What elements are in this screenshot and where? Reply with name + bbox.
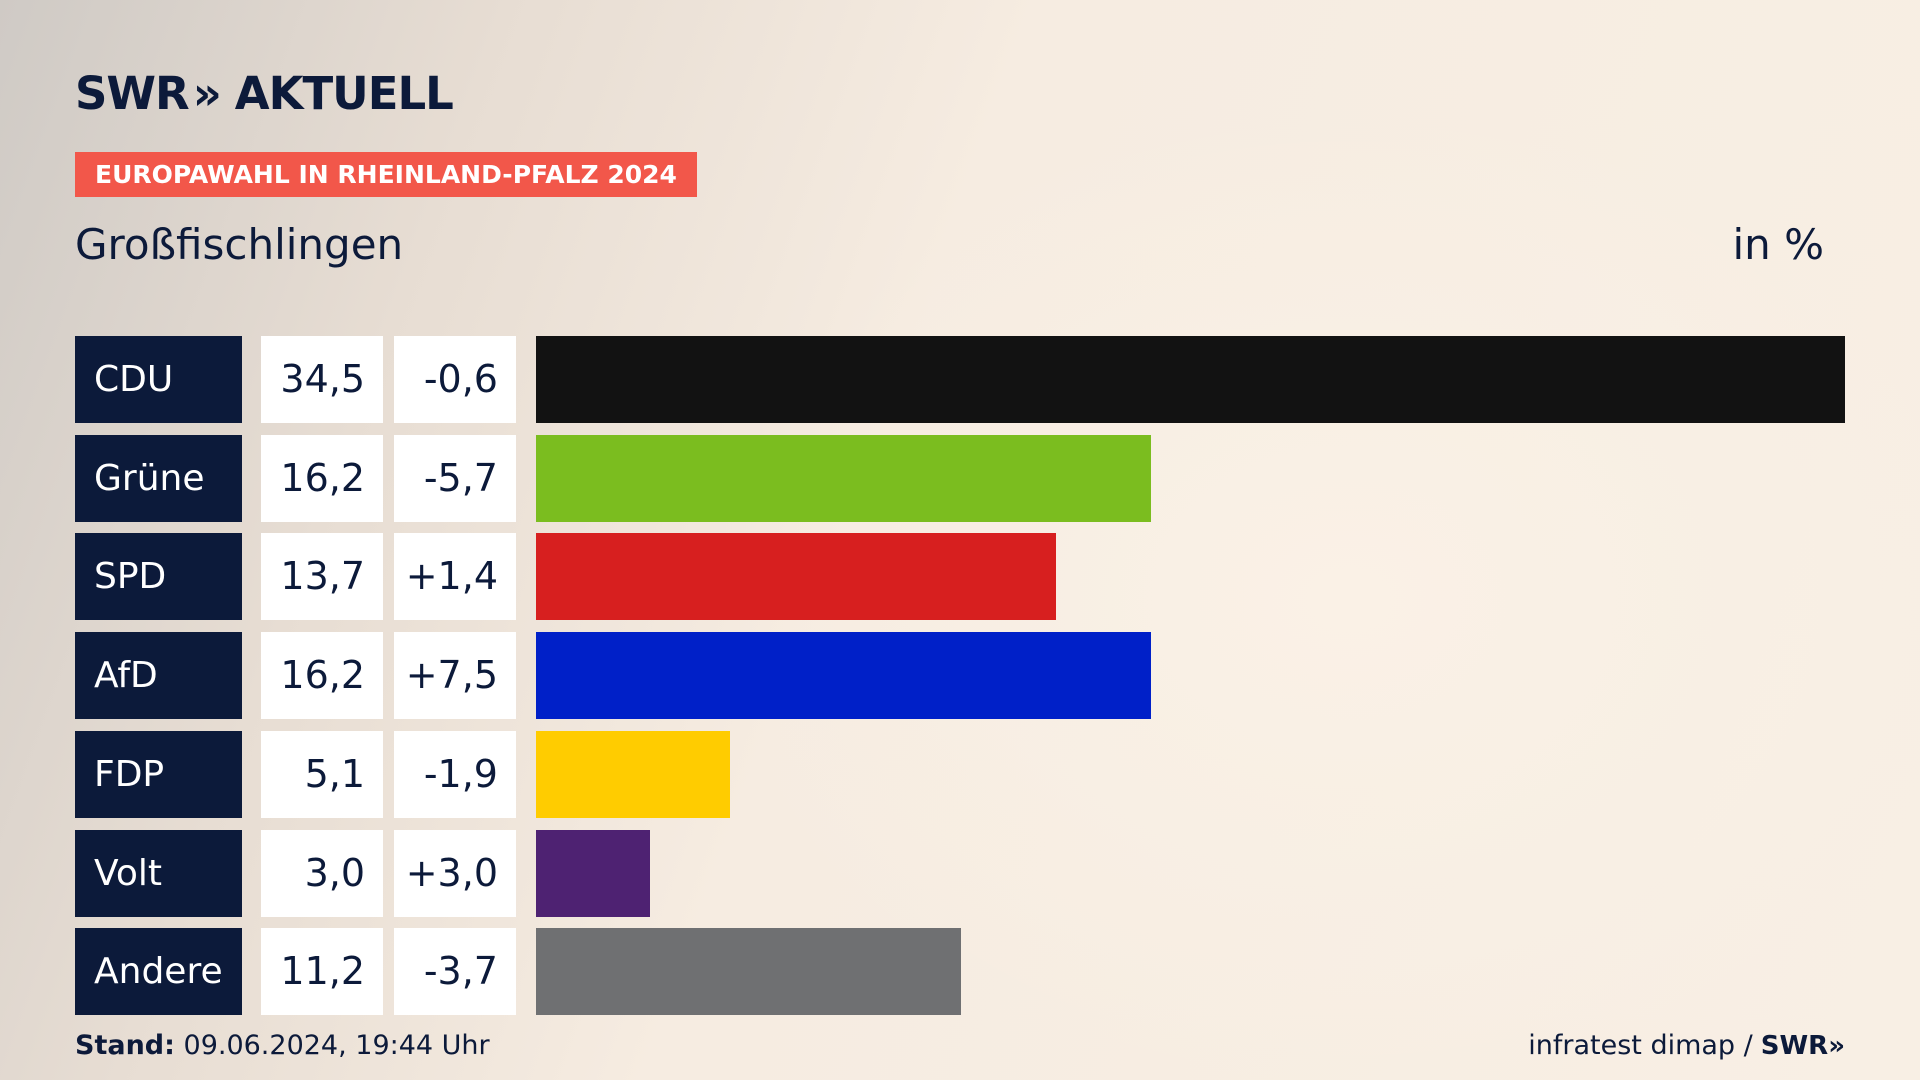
value-label-spd: 13,7 xyxy=(261,533,383,620)
swr-aktuell-logo: SWR » AKTUELL xyxy=(75,66,454,120)
logo-swr-text: SWR xyxy=(75,66,190,120)
value-label-afd: 16,2 xyxy=(261,632,383,719)
party-label-volt: Volt xyxy=(75,830,242,917)
unit-label: in % xyxy=(1732,220,1824,269)
diff-label-afd: +7,5 xyxy=(394,632,516,719)
footer-source: infratest dimap / SWR» xyxy=(1528,1030,1845,1061)
bar-afd xyxy=(536,632,1151,719)
bar-spd xyxy=(536,533,1056,620)
bar-gr-ne xyxy=(536,435,1151,522)
bar-andere xyxy=(536,928,961,1015)
bar-fdp xyxy=(536,731,730,818)
source-text: infratest dimap / xyxy=(1528,1030,1753,1061)
election-badge: EUROPAWAHL IN RHEINLAND-PFALZ 2024 xyxy=(75,152,697,197)
party-label-fdp: FDP xyxy=(75,731,242,818)
party-label-cdu: CDU xyxy=(75,336,242,423)
diff-label-andere: -3,7 xyxy=(394,928,516,1015)
value-label-gr-ne: 16,2 xyxy=(261,435,383,522)
footer-timestamp: Stand: 09.06.2024, 19:44 Uhr xyxy=(75,1030,490,1061)
diff-label-fdp: -1,9 xyxy=(394,731,516,818)
diff-label-spd: +1,4 xyxy=(394,533,516,620)
diff-label-cdu: -0,6 xyxy=(394,336,516,423)
swr-mini-logo: SWR» xyxy=(1760,1030,1845,1061)
logo-chevron-icon: » xyxy=(192,66,222,120)
stand-value: 09.06.2024, 19:44 Uhr xyxy=(183,1030,490,1061)
value-label-cdu: 34,5 xyxy=(261,336,383,423)
value-label-volt: 3,0 xyxy=(261,830,383,917)
bar-cdu xyxy=(536,336,1845,423)
party-label-gr-ne: Grüne xyxy=(75,435,242,522)
stand-label: Stand: xyxy=(75,1030,175,1061)
party-label-andere: Andere xyxy=(75,928,242,1015)
party-label-spd: SPD xyxy=(75,533,242,620)
party-label-afd: AfD xyxy=(75,632,242,719)
diff-label-volt: +3,0 xyxy=(394,830,516,917)
logo-aktuell-text: AKTUELL xyxy=(234,66,454,120)
region-title: Großfischlingen xyxy=(75,220,404,269)
value-label-andere: 11,2 xyxy=(261,928,383,1015)
bar-volt xyxy=(536,830,650,917)
diff-label-gr-ne: -5,7 xyxy=(394,435,516,522)
value-label-fdp: 5,1 xyxy=(261,731,383,818)
